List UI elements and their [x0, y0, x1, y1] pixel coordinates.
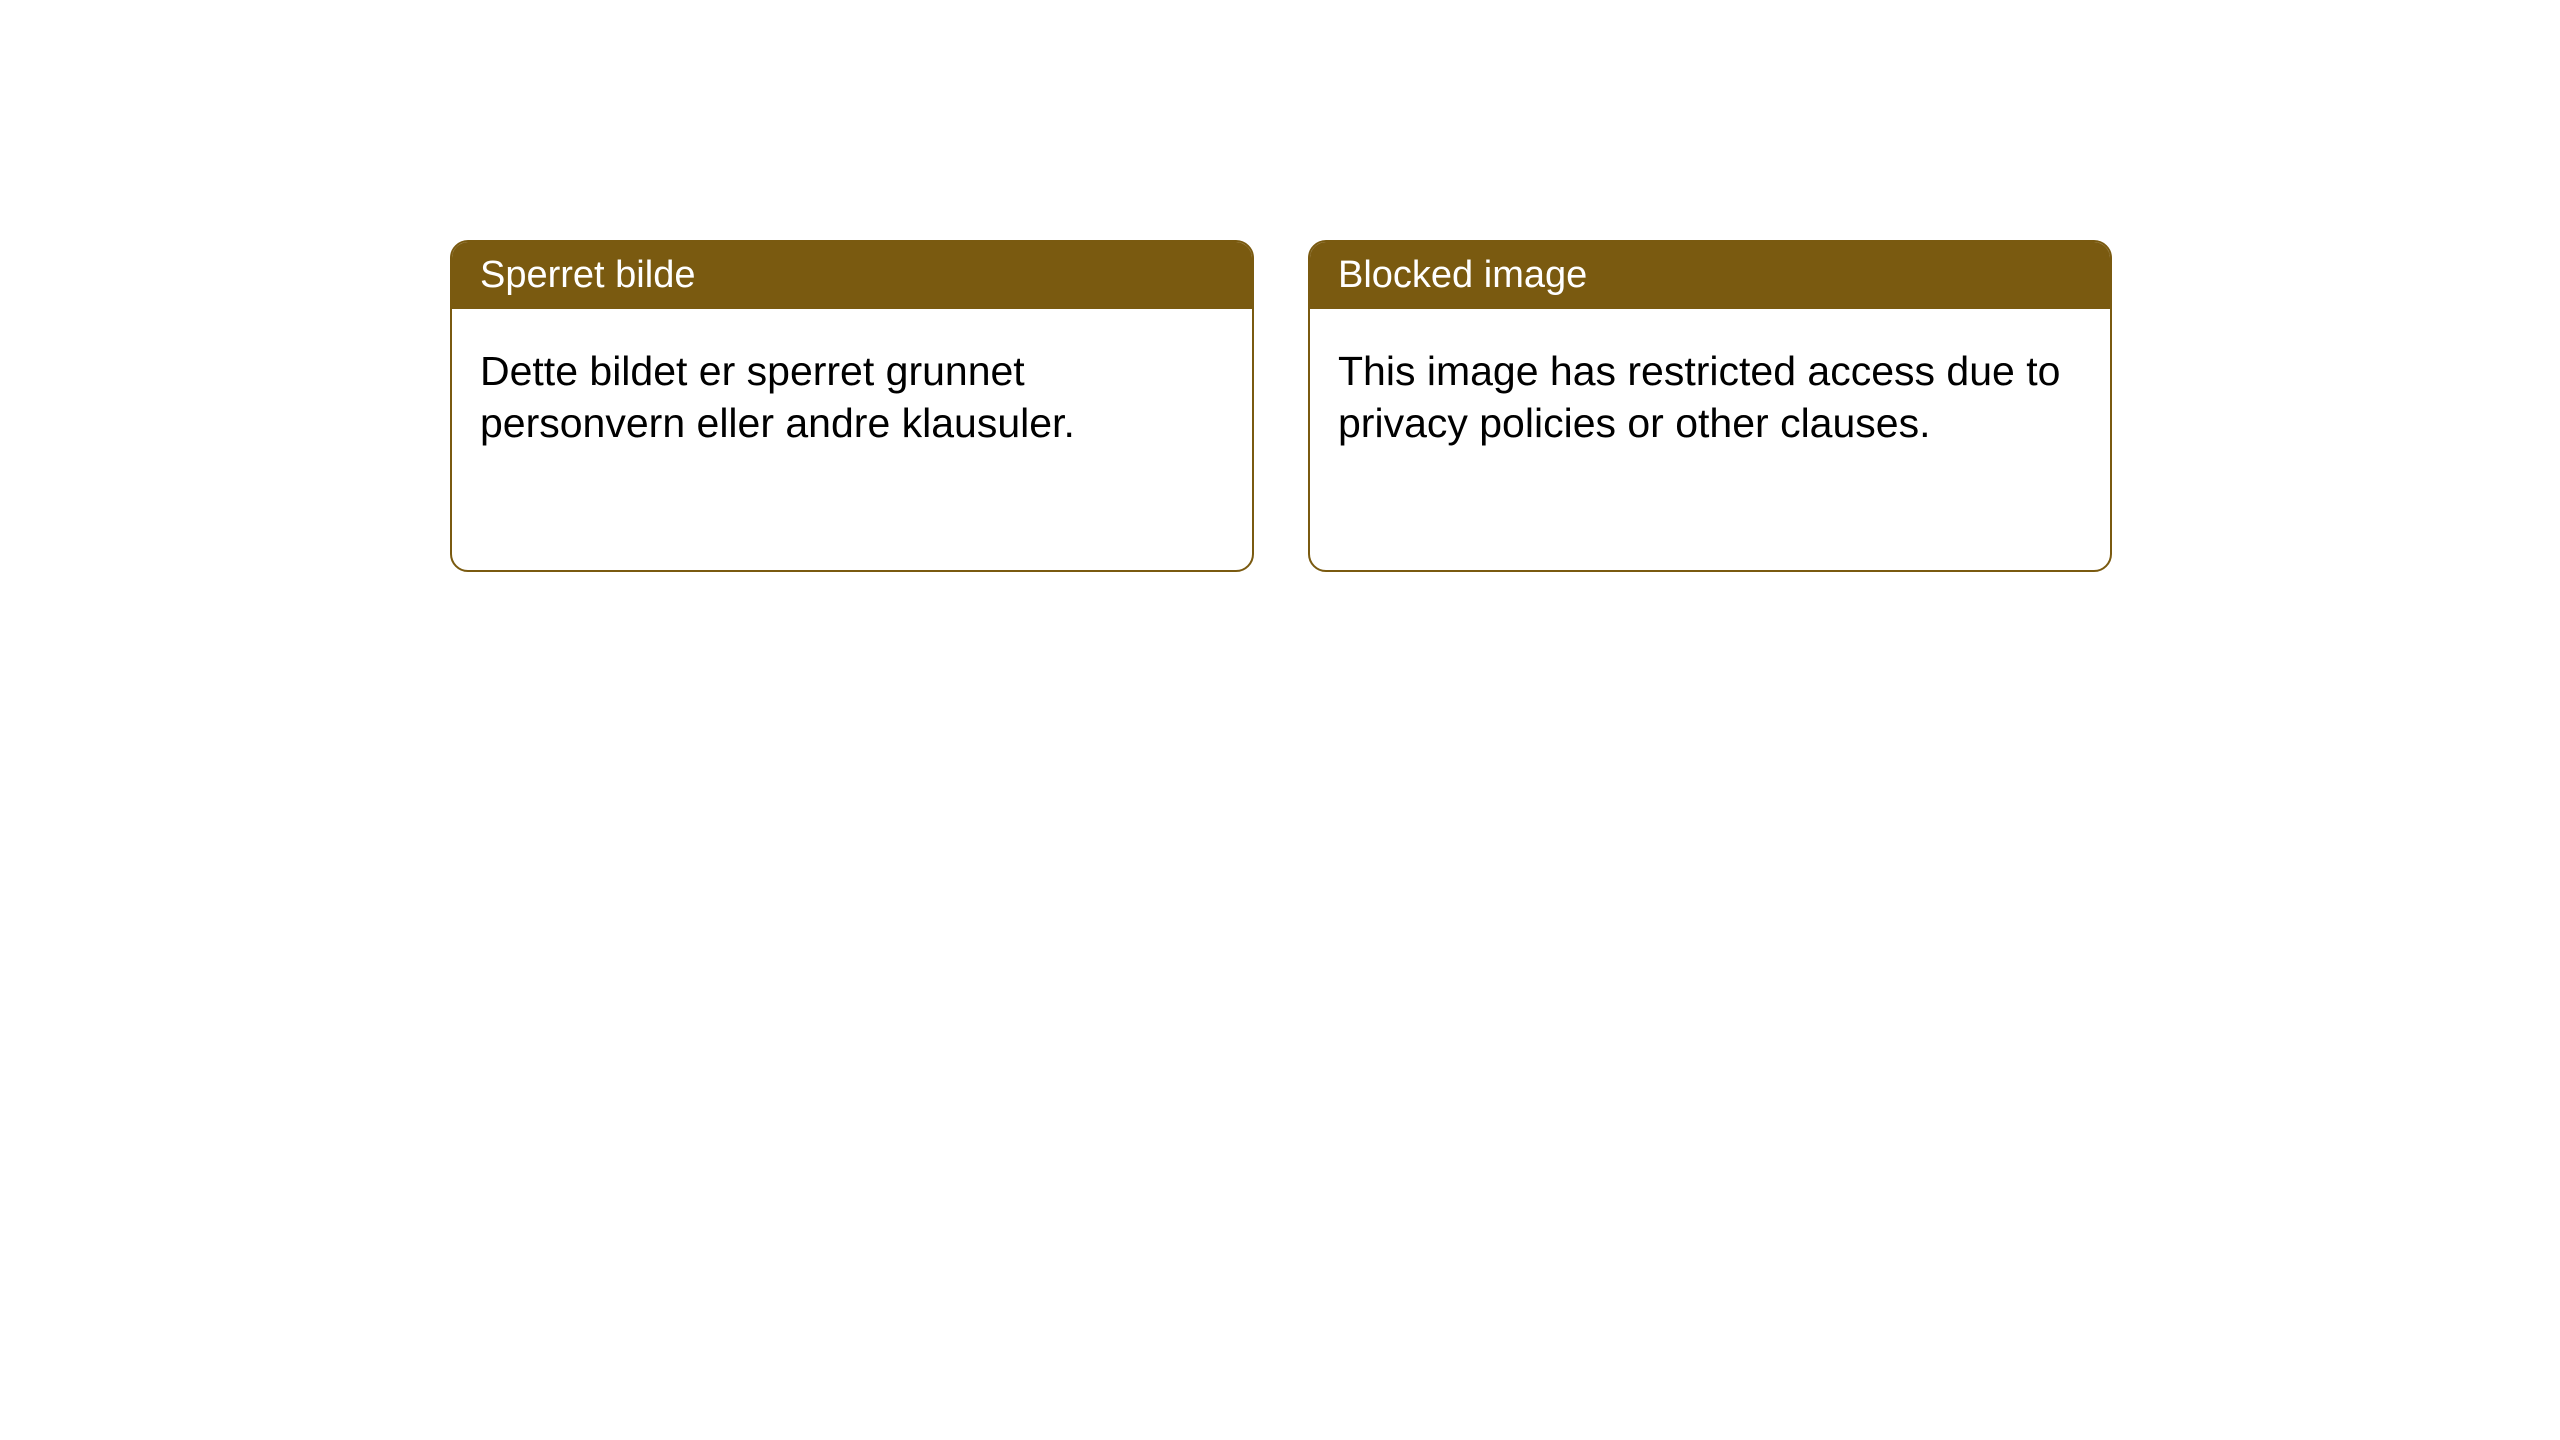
notice-header: Blocked image — [1310, 242, 2110, 309]
notice-body-text: Dette bildet er sperret grunnet personve… — [480, 348, 1075, 446]
notice-box-norwegian: Sperret bilde Dette bildet er sperret gr… — [450, 240, 1254, 572]
notice-body-text: This image has restricted access due to … — [1338, 348, 2060, 446]
notice-title: Sperret bilde — [480, 254, 695, 296]
notice-title: Blocked image — [1338, 254, 1587, 296]
notice-body: Dette bildet er sperret grunnet personve… — [452, 309, 1252, 570]
notice-container: Sperret bilde Dette bildet er sperret gr… — [450, 240, 2112, 572]
notice-header: Sperret bilde — [452, 242, 1252, 309]
notice-box-english: Blocked image This image has restricted … — [1308, 240, 2112, 572]
notice-body: This image has restricted access due to … — [1310, 309, 2110, 570]
